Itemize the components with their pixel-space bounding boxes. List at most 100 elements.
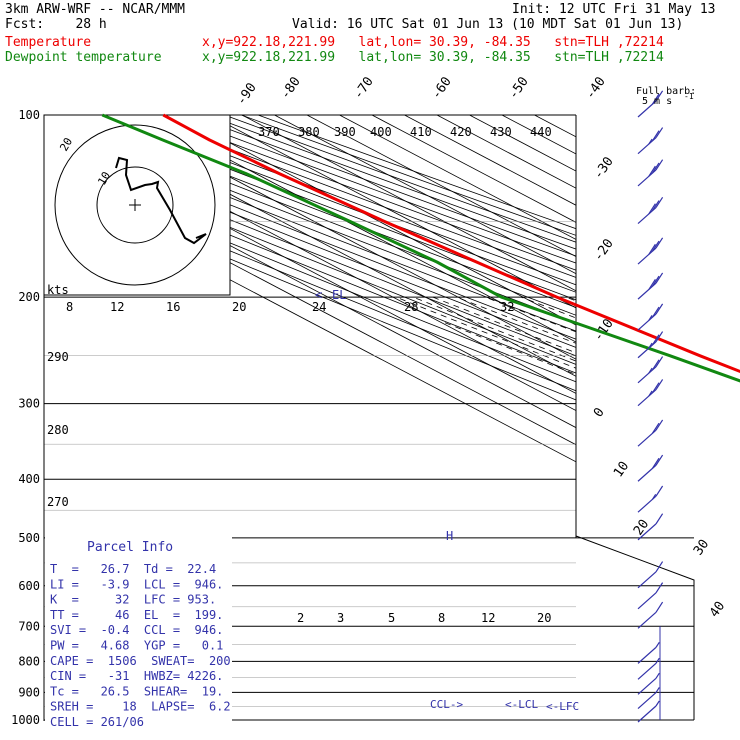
isotherm-label: -60 — [429, 74, 455, 102]
barb-flag — [651, 306, 660, 318]
barb-flag — [651, 422, 660, 434]
isotherm-label: 20 — [631, 517, 652, 538]
barb-flag — [651, 359, 660, 371]
barb-flag — [655, 454, 664, 466]
hodograph-speed-label: 24 — [312, 300, 326, 314]
isotherm-line — [209, 115, 576, 309]
mixing-ratio-label: 8 — [438, 611, 445, 625]
wind-barb — [637, 513, 664, 541]
wind-barb — [637, 485, 664, 513]
isotherm-label: 30 — [691, 537, 712, 558]
barb-legend-units-exponent: -1 — [684, 92, 694, 101]
barb-flag — [648, 138, 653, 145]
valid-time: Valid: 16 UTC Sat 01 Jun 13 (10 MDT Sat … — [292, 17, 684, 32]
isotherm-line — [306, 115, 576, 258]
wind-barb — [637, 687, 660, 709]
hodograph-speed-label: 16 — [166, 300, 180, 314]
barb-staff — [637, 646, 657, 664]
barb-flag — [651, 240, 660, 252]
wind-barb — [637, 700, 660, 723]
isotherm-label: -50 — [506, 74, 532, 102]
barb-flag — [655, 303, 664, 315]
barb-flag — [651, 200, 660, 212]
wind-barb — [637, 272, 664, 300]
barb-flag — [655, 159, 664, 171]
theta-w-label: 280 — [47, 423, 69, 437]
hodograph-speed-label: 20 — [232, 300, 246, 314]
wind-barb — [637, 672, 660, 695]
hodograph-ring-label: 20 — [57, 136, 75, 154]
isotherm-label: 10 — [611, 459, 632, 480]
isotherm-line — [79, 115, 576, 377]
wind-barb — [637, 582, 664, 610]
wind-barb — [637, 561, 664, 589]
isotherm-label: -40 — [583, 74, 609, 102]
barb-flag — [655, 582, 664, 594]
barb-flag — [655, 90, 664, 102]
barb-staff — [637, 611, 657, 629]
parcel-info-title: Parcel Info — [87, 540, 173, 555]
theta-label: 440 — [530, 125, 552, 139]
hodograph-ring — [96, 166, 174, 244]
parcel-info-row: T = 26.7 Td = 22.4 — [50, 562, 216, 576]
theta-label: 420 — [450, 125, 472, 139]
parcel-info-row: TT = 46 EL = 199. — [50, 608, 223, 622]
isotherm-label: -70 — [351, 74, 377, 102]
wind-barb — [637, 127, 664, 155]
moist-adiabat — [618, 297, 740, 720]
temperature-profile — [162, 113, 740, 374]
parcel-info-row: K = 32 LFC = 953. — [50, 593, 216, 607]
barb-flag — [648, 367, 653, 374]
theta-w-label: 290 — [47, 350, 69, 364]
dewpoint-location: x,y=922.18,221.99 lat,lon= 30.39, -84.35… — [202, 50, 664, 65]
dewpoint-profile — [101, 113, 740, 383]
moist-adiabat — [456, 296, 576, 344]
wind-barb — [637, 657, 660, 680]
dry-adiabat — [44, 165, 576, 383]
dry-adiabat — [241, 115, 576, 236]
barb-flag — [648, 278, 656, 290]
barb-staff — [637, 677, 657, 695]
barb-flag — [655, 513, 664, 525]
wind-barb — [637, 197, 664, 224]
isotherm-line — [501, 115, 576, 155]
wind-barb — [637, 454, 664, 482]
theta-label: 410 — [410, 125, 432, 139]
barb-flag — [655, 197, 664, 208]
dry-adiabat — [44, 173, 576, 392]
init-time: Init: 12 UTC Fri 31 May 13 — [512, 2, 716, 17]
temperature-legend-label: Temperature — [5, 35, 92, 50]
pressure-tick-label: 600 — [18, 579, 40, 593]
wind-barb — [637, 641, 660, 664]
barb-flag — [648, 203, 656, 215]
pressure-tick-label: 800 — [18, 654, 40, 668]
wind-barb — [637, 159, 664, 187]
isotherm-label: -90 — [234, 80, 260, 108]
forecast-hour: Fcst: 28 h — [5, 17, 107, 32]
barb-flag — [651, 457, 660, 469]
barb-staff — [637, 662, 657, 680]
wind-barb — [637, 419, 664, 447]
plot-right-step — [575, 535, 695, 720]
moist-adiabat — [666, 297, 740, 720]
isotherm-line — [241, 115, 576, 292]
hodograph-speed-label: 8 — [66, 300, 73, 314]
isotherm-line — [274, 115, 576, 275]
barb-flag — [648, 342, 653, 349]
isotherm-line — [339, 115, 576, 240]
barb-staff — [637, 523, 657, 541]
hodograph-speed-label: 32 — [500, 300, 514, 314]
wind-barb — [637, 356, 664, 384]
pressure-tick-label: 300 — [18, 397, 40, 411]
barb-flag — [655, 237, 664, 249]
el-arrow: < — [315, 288, 322, 302]
barb-staff — [637, 592, 657, 610]
pressure-tick-label: 100 — [18, 108, 40, 122]
barb-flag — [651, 93, 660, 105]
dry-adiabat — [44, 158, 576, 374]
barb-flag — [655, 672, 660, 679]
parcel-info-row: CIN = -31 HWBZ= 4226. — [50, 669, 223, 683]
barb-flag — [655, 641, 660, 648]
barb-flag — [655, 687, 660, 693]
pressure-tick-label: 400 — [18, 472, 40, 486]
